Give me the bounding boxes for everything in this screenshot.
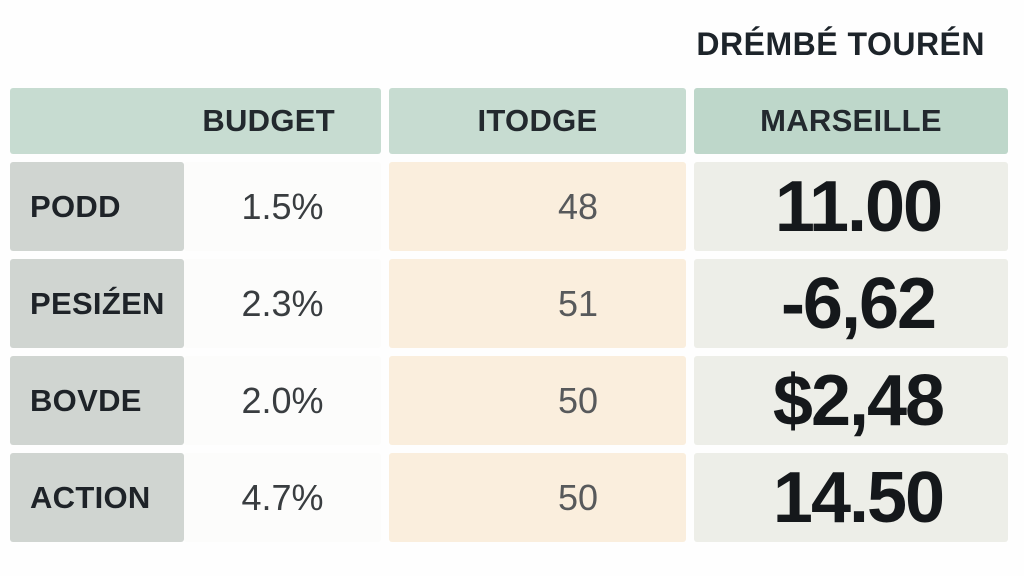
table-row: PODD 1.5% 48 11.00 — [10, 162, 1008, 251]
row-label-cell: ACTION — [10, 453, 184, 542]
header-itodge-cell: ITODGE — [389, 88, 686, 154]
header-marseille: MARSEILLE — [760, 103, 942, 138]
budget-cell: 2.0% — [184, 356, 381, 445]
itodge-cell: 51 — [389, 259, 686, 348]
itodge-cell: 50 — [389, 453, 686, 542]
stats-table: BUDGET ITODGE MARSEILLE PODD 1.5% 48 11.… — [10, 88, 1008, 542]
itodge-value: 50 — [557, 379, 598, 421]
row-label: ACTION — [30, 479, 151, 515]
marseille-cell: 11.00 — [694, 162, 1008, 251]
title-bar: DRÉMBÉ TOURÉN — [0, 0, 1024, 88]
header-budget-cell: BUDGET — [10, 88, 381, 154]
row-label-cell: BOVDE — [10, 356, 184, 445]
marseille-cell: -6,62 — [694, 259, 1008, 348]
row-label: PESIŹEN — [30, 285, 165, 321]
table-row: BOVDE 2.0% 50 $2,48 — [10, 356, 1008, 445]
itodge-value: 50 — [557, 476, 598, 518]
table-row: PESIŹEN 2.3% 51 -6,62 — [10, 259, 1008, 348]
budget-value: 2.0% — [241, 379, 324, 421]
table-header-row: BUDGET ITODGE MARSEILLE — [10, 88, 1008, 154]
itodge-value: 51 — [557, 282, 598, 324]
row-label: BOVDE — [30, 382, 142, 418]
budget-cell: 4.7% — [184, 453, 381, 542]
marseille-value: $2,48 — [772, 360, 945, 441]
marseille-cell: 14.50 — [694, 453, 1008, 542]
header-itodge: ITODGE — [477, 103, 598, 138]
header-budget: BUDGET — [202, 103, 335, 138]
budget-value: 4.7% — [241, 476, 324, 518]
marseille-cell: $2,48 — [694, 356, 1008, 445]
budget-cell: 2.3% — [184, 259, 381, 348]
header-marseille-cell: MARSEILLE — [694, 88, 1008, 154]
itodge-cell: 50 — [389, 356, 686, 445]
marseille-value: -6,62 — [780, 263, 937, 344]
page-title: DRÉMBÉ TOURÉN — [696, 25, 985, 62]
budget-cell: 1.5% — [184, 162, 381, 251]
marseille-value: 14.50 — [772, 457, 945, 538]
itodge-value: 48 — [557, 185, 598, 227]
table-row: ACTION 4.7% 50 14.50 — [10, 453, 1008, 542]
row-label-cell: PESIŹEN — [10, 259, 184, 348]
itodge-cell: 48 — [389, 162, 686, 251]
budget-value: 1.5% — [241, 185, 324, 227]
marseille-value: 11.00 — [774, 166, 943, 247]
row-label-cell: PODD — [10, 162, 184, 251]
budget-value: 2.3% — [241, 282, 324, 324]
row-label: PODD — [30, 188, 121, 224]
